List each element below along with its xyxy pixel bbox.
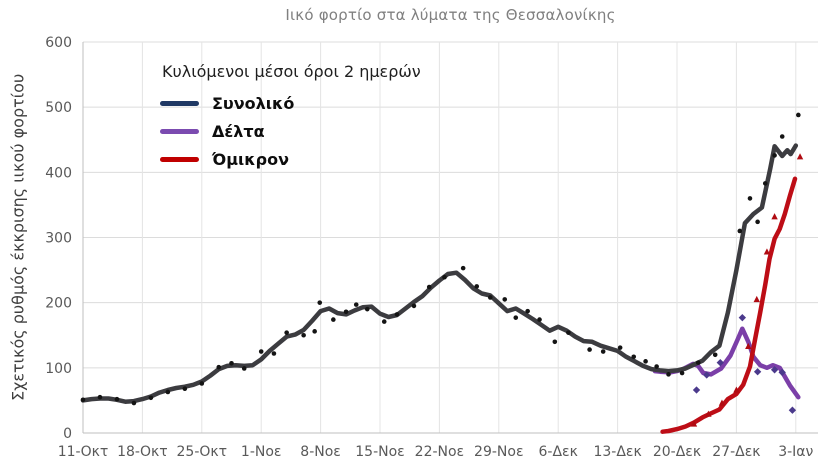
scatter-omikron-daily bbox=[690, 153, 804, 427]
synoliko-line-swatch bbox=[160, 101, 199, 106]
svg-text:300: 300 bbox=[45, 231, 72, 247]
svg-text:20-Δεκ: 20-Δεκ bbox=[653, 444, 701, 460]
legend-item-delta: Δέλτα bbox=[160, 122, 421, 141]
svg-text:1-Νοε: 1-Νοε bbox=[241, 444, 282, 460]
scatter-delta-daily bbox=[692, 313, 797, 414]
legend-item-synoliko: Συνολικό bbox=[160, 94, 421, 113]
svg-text:22-Νοε: 22-Νοε bbox=[415, 444, 464, 460]
legend-label-omikron: Όμικρον bbox=[212, 150, 289, 169]
svg-text:11-Οκτ: 11-Οκτ bbox=[58, 444, 109, 460]
svg-text:13-Δεκ: 13-Δεκ bbox=[593, 444, 641, 460]
svg-text:29-Νοε: 29-Νοε bbox=[474, 444, 523, 460]
legend: Κυλιόμενοι μέσοι όροι 2 ημερών Συνολικό … bbox=[160, 62, 421, 178]
svg-text:25-Οκτ: 25-Οκτ bbox=[177, 444, 228, 460]
gridlines bbox=[82, 41, 818, 434]
series-line-delta bbox=[652, 326, 801, 400]
svg-text:600: 600 bbox=[45, 35, 72, 51]
omikron-line-swatch bbox=[160, 157, 199, 162]
y-axis-title: Σχετικός ρυθμός έκκρισης ιικού φορτίου bbox=[8, 73, 28, 402]
svg-text:0: 0 bbox=[63, 426, 72, 442]
svg-text:3-Ιαν: 3-Ιαν bbox=[778, 444, 813, 460]
series-line-omikron bbox=[660, 176, 798, 434]
legend-item-omikron: Όμικρον bbox=[160, 150, 421, 169]
svg-text:27-Δεκ: 27-Δεκ bbox=[712, 444, 760, 460]
y-axis-tick-labels: 0 100 200 300 400 500 600 bbox=[45, 35, 72, 442]
svg-text:8-Νοε: 8-Νοε bbox=[300, 444, 341, 460]
legend-title: Κυλιόμενοι μέσοι όροι 2 ημερών bbox=[162, 62, 421, 81]
svg-text:400: 400 bbox=[45, 165, 72, 181]
svg-text:6-Δεκ: 6-Δεκ bbox=[539, 444, 578, 460]
svg-text:200: 200 bbox=[45, 296, 72, 312]
svg-text:100: 100 bbox=[45, 361, 72, 377]
svg-text:18-Οκτ: 18-Οκτ bbox=[117, 444, 168, 460]
legend-label-delta: Δέλτα bbox=[212, 122, 265, 141]
svg-text:500: 500 bbox=[45, 100, 72, 116]
scatter-synoliko-daily bbox=[80, 112, 801, 406]
legend-label-synoliko: Συνολικό bbox=[212, 94, 295, 113]
axes bbox=[82, 42, 818, 434]
delta-line-swatch bbox=[160, 129, 199, 134]
svg-text:15-Νοε: 15-Νοε bbox=[355, 444, 404, 460]
series-line-synoliko bbox=[80, 143, 799, 404]
x-axis-tick-labels: 11-Οκτ 18-Οκτ 25-Οκτ 1-Νοε 8-Νοε 15-Νοε 22-Νοε… bbox=[58, 444, 814, 460]
chart-title: Ιικό φορτίο στα λύματα της Θεσσαλονίκης bbox=[285, 6, 616, 24]
